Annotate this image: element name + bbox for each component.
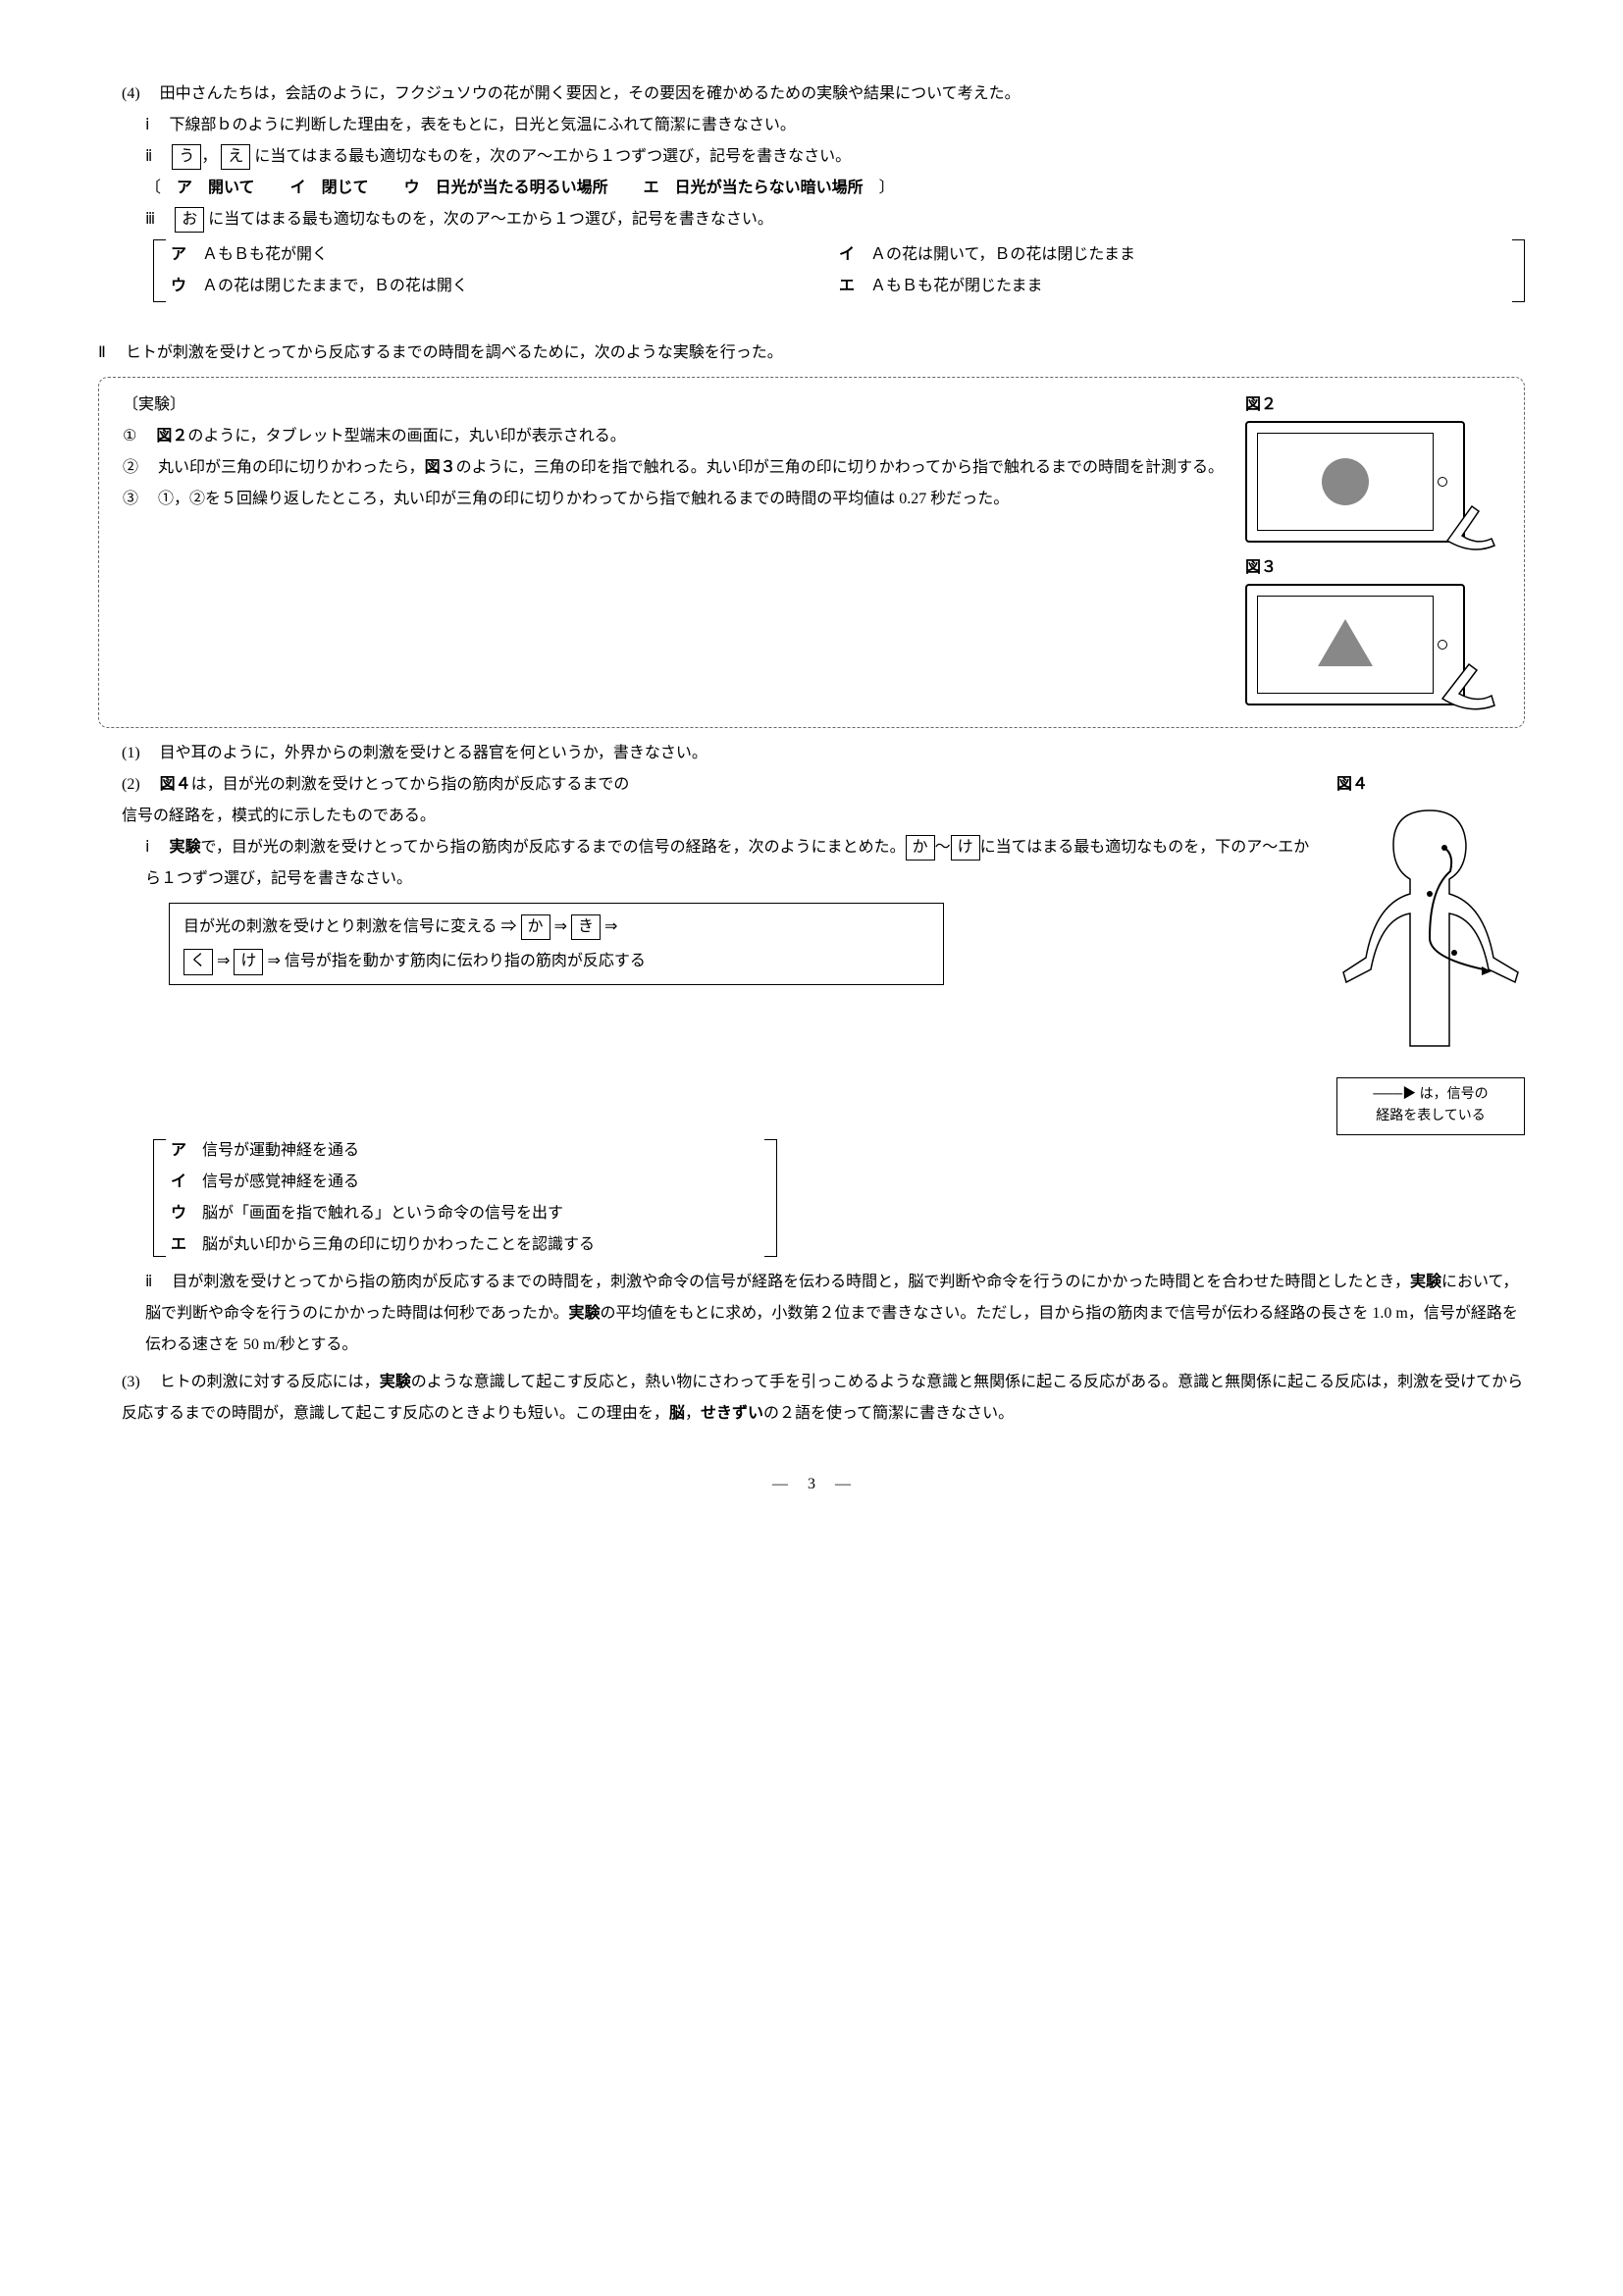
fig2-tablet [1245,421,1465,543]
q4iii-b-label: イ [839,246,855,263]
q4iii-d-label: エ [839,278,855,294]
path-p1: 目が光の刺激を受けとり刺激を信号に変える [183,918,497,935]
s2q2-intro2: 信号の経路を，模式的に示したものである。 [122,808,436,824]
section-2: Ⅱ ヒトが刺激を受けとってから反応するまでの時間を調べるために，次のような実験を… [98,338,1525,1430]
q4i-text: 下線部ｂのように判断した理由を，表をもとに，日光と気温にふれて簡潔に書きなさい。 [169,117,795,133]
arrow-2: ⇒ [554,918,567,935]
q4ii-choice-b: イ 閉じて [290,180,369,196]
q4iii-c: Ａの花は閉じたままで，Ｂの花は開く [202,278,468,294]
q4iii-d: ＡもＢも花が閉じたまま [870,278,1043,294]
q4iii-choices-bracket: ア ＡもＢも花が開く イ Ａの花は開いて，Ｂの花は閉じたまま ウ Ａの花は閉じた… [153,235,1525,306]
q4ii-choice-d: エ 日光が当たらない暗い場所 [644,180,864,196]
s2q2-a-label: ア [171,1142,186,1159]
q4iii-a: ＡもＢも花が開く [202,246,328,263]
blank-e: え [221,144,250,170]
exp-s2: 丸い印が三角の印に切りかわったら，図３のように，三角の印を指で触れる。丸い印が三… [158,459,1224,476]
fig4-note1: ───▶ は，信号の [1373,1087,1488,1102]
q4-intro: 田中さんたちは，会話のように，フクジュソウの花が開く要因と，その要因を確かめるた… [160,85,1021,102]
path-ke: け [234,949,263,974]
hand-icon [1438,482,1506,550]
q4ii-choice-a: ア 開いて [177,180,255,196]
sec2-intro: ヒトが刺激を受けとってから反応するまでの時間を調べるために，次のような実験を行っ… [126,344,783,361]
triangle-mark-icon [1318,619,1373,666]
s2q2-choices-bracket: ア 信号が運動神経を通る イ 信号が感覚神経を通る ウ 脳が「画面を指で触れる」… [153,1135,777,1261]
q4ii-num: ⅱ [145,148,152,165]
arrow-5: ⇒ [267,953,280,969]
s2q3-text: ヒトの刺激に対する反応には，実験のような意識して起こす反応と，熱い物にさわって手… [122,1374,1523,1422]
q4iii-num: ⅲ [145,211,155,228]
circle-mark-icon [1322,458,1369,505]
s2q1-text: 目や耳のように，外界からの刺激を受けとる器官を何というか，書きなさい。 [160,745,707,761]
s2q2ii-text: 目が刺激を受けとってから指の筋肉が反応するまでの時間を，刺激や命令の信号が経路を… [145,1274,1518,1353]
exp-title: 〔実験〕 [123,390,1226,421]
q4iii-c-label: ウ [171,278,186,294]
fig4-note2: 経路を表している [1376,1109,1486,1123]
q4ii-text: に当てはまる最も適切なものを，次のア～エから１つずつ選び，記号を書きなさい。 [254,148,851,165]
s2q2-a: 信号が運動神経を通る [202,1142,359,1159]
exp-s3: ①，②を５回繰り返したところ，丸い印が三角の印に切りかわってから指で触れるまでの… [158,491,1009,507]
s2q2-b: 信号が感覚神経を通る [202,1174,359,1190]
s2q2-d: 脳が丸い印から三角の印に切りかわったことを認識する [202,1236,595,1253]
path-ka: か [521,914,550,940]
fig3-label: 図３ [1245,552,1500,584]
fig2-label: 図２ [1245,390,1500,421]
q4ii-choice-c: ウ 日光が当たる明るい場所 [404,180,608,196]
blank-ke: け [951,835,980,861]
exp-s1-num: ① [123,428,136,444]
s2q2-c-label: ウ [171,1205,186,1222]
path-ku: く [183,949,213,974]
q4i-num: ⅰ [145,117,149,133]
s2q2-num: (2) [122,776,140,793]
s2q2-c: 脳が「画面を指で触れる」という命令の信号を出す [202,1205,563,1222]
path-p2: 信号が指を動かす筋肉に伝わり指の筋肉が反応する [285,953,646,969]
q4iii-b: Ａの花は開いて，Ｂの花は閉じたまま [870,246,1135,263]
s2q2-d-label: エ [171,1236,186,1253]
fig4-label: 図４ [1336,769,1525,801]
blank-o: お [175,207,204,233]
fig3-tablet [1245,584,1465,705]
s2q2-intro1: は，目が光の刺激を受けとってから指の筋肉が反応するまでの [191,776,630,793]
path-ki: き [571,914,601,940]
arrow-4: ⇒ [217,953,230,969]
s2q2ii-num: ⅱ [145,1274,152,1290]
question-4: (4) 田中さんたちは，会話のように，フクジュソウの花が開く要因と，その要因を確… [98,78,1525,306]
blank-ka: か [906,835,935,861]
signal-path-box: 目が光の刺激を受けとり刺激を信号に変える ⇒ か ⇒ き ⇒ く ⇒ け ⇒ 信… [169,903,944,985]
fig4-block: 図４ ───▶ は，信号の 経路を表している [1336,769,1525,1135]
blank-u: う [172,144,201,170]
s2q1-num: (1) [122,745,140,761]
s2q2-b-label: イ [171,1174,186,1190]
s2q2i-num: ⅰ [145,839,149,856]
body-diagram-icon [1336,801,1523,1056]
exp-s1: のように，タブレット型端末の画面に，丸い印が表示される。 [187,428,625,444]
q4iii-text: に当てはまる最も適切なものを，次のア～エから１つ選び，記号を書きなさい。 [208,211,773,228]
arrow-1: ⇒ [501,918,517,935]
page-number: ― 3 ― [98,1469,1525,1500]
q4-num: (4) [122,85,140,102]
arrow-3: ⇒ [604,918,617,935]
s2q2i-text: で，目が光の刺激を受けとってから指の筋肉が反応するまでの信号の経路を，次のように… [200,839,905,856]
exp-s2-num: ② [123,459,138,476]
s2q3-num: (3) [122,1374,140,1390]
q4iii-a-label: ア [171,246,186,263]
fig4-note: ───▶ は，信号の 経路を表している [1336,1077,1525,1135]
sec2-num: Ⅱ [98,344,106,361]
exp-s3-num: ③ [123,491,138,507]
hand-touch-icon [1438,645,1506,713]
experiment-box: 〔実験〕 ① 図２のように，タブレット型端末の画面に，丸い印が表示される。 ② … [98,377,1525,728]
